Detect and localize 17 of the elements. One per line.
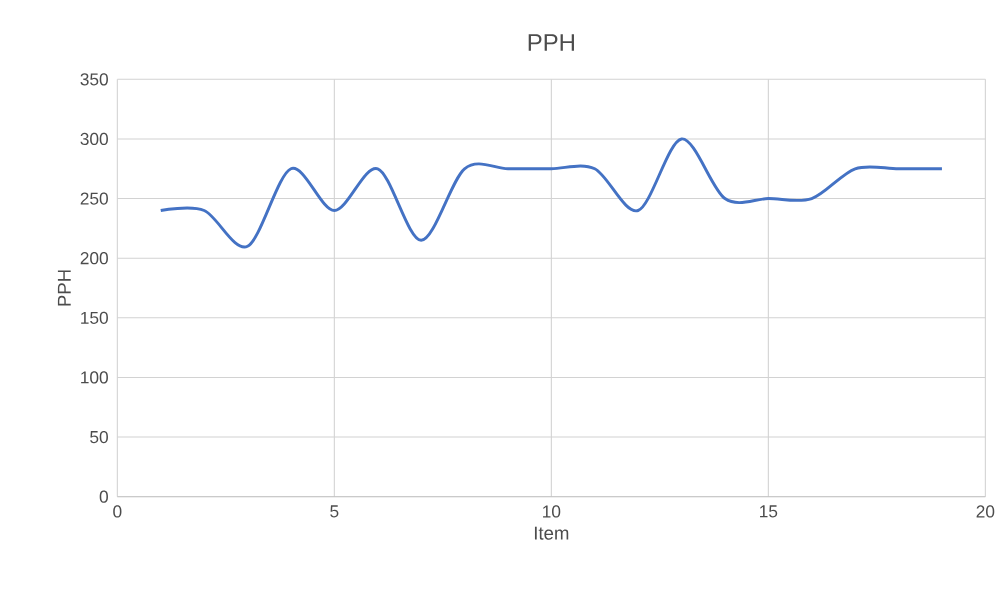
x-tick-label: 5 [330, 505, 339, 518]
x-tick-label: 10 [543, 505, 561, 518]
y-tick-label: 150 [81, 311, 108, 324]
y-tick-label: 200 [80, 252, 108, 265]
y-tick-label: 300 [80, 132, 108, 146]
y-tick-label: 100 [81, 371, 108, 384]
line-series [159, 137, 944, 248]
x-tick-label: 15 [760, 505, 778, 518]
y-axis-title: PPH [57, 270, 71, 306]
x-tick-label: 20 [976, 505, 995, 518]
y-tick-label: 350 [80, 73, 108, 86]
y-tick-label: 0 [99, 490, 108, 503]
x-axis-title: Item [534, 526, 569, 540]
y-tick-label: 250 [80, 192, 108, 205]
chart-title: PPH [528, 34, 574, 51]
x-tick-label: 0 [113, 505, 122, 518]
y-tick-label: 50 [90, 430, 108, 444]
